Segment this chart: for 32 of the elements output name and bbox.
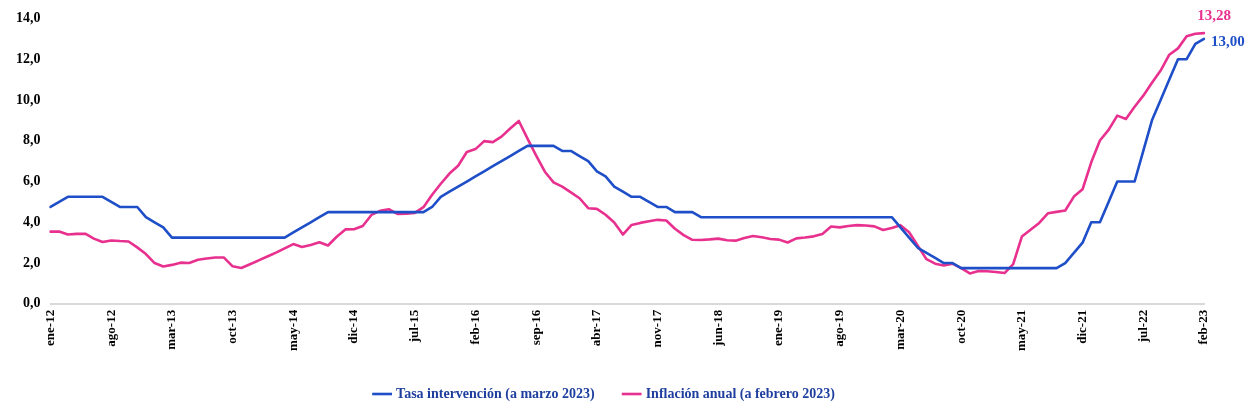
x-tick-label: may-21 bbox=[1013, 309, 1029, 352]
y-tick-label: 10,0 bbox=[16, 91, 41, 107]
x-tick-label: feb-23 bbox=[1195, 309, 1211, 345]
x-tick-label: jun-18 bbox=[709, 309, 725, 347]
x-tick-label: ago-12 bbox=[102, 309, 118, 347]
y-tick-label: 4,0 bbox=[23, 213, 41, 229]
x-tick-label: ago-19 bbox=[831, 309, 847, 347]
x-tick-label: feb-16 bbox=[466, 309, 482, 345]
x-tick-label: ene-12 bbox=[41, 309, 57, 346]
y-tick-label: 2,0 bbox=[23, 254, 41, 270]
x-tick-label: dic-14 bbox=[345, 309, 361, 344]
legend-label: Tasa intervención (a marzo 2023) bbox=[396, 385, 595, 402]
x-tick-label: ene-19 bbox=[770, 309, 786, 346]
annotation: 13,28 bbox=[1197, 6, 1231, 23]
legend-label: Inflación anual (a febrero 2023) bbox=[645, 385, 836, 402]
x-tick-label: nov-17 bbox=[648, 309, 664, 348]
x-tick-label: may-14 bbox=[284, 309, 300, 352]
y-tick-label: 12,0 bbox=[16, 50, 41, 66]
y-tick-label: 8,0 bbox=[23, 132, 41, 148]
x-tick-label: oct-20 bbox=[952, 309, 968, 344]
y-tick-label: 14,0 bbox=[16, 10, 41, 26]
y-tick-label: 6,0 bbox=[23, 173, 41, 189]
x-tick-label: abr-17 bbox=[588, 309, 604, 347]
x-tick-label: sep-16 bbox=[527, 309, 543, 346]
x-tick-label: mar-13 bbox=[163, 309, 179, 350]
x-tick-label: dic-21 bbox=[1073, 309, 1089, 344]
y-tick-label: 0,0 bbox=[23, 295, 41, 311]
x-tick-label: mar-20 bbox=[891, 309, 907, 350]
annotation: 13,00 bbox=[1211, 32, 1245, 49]
x-tick-label: jul-15 bbox=[406, 309, 422, 344]
x-tick-label: jul-22 bbox=[1134, 309, 1150, 344]
x-tick-label: oct-13 bbox=[223, 309, 239, 344]
